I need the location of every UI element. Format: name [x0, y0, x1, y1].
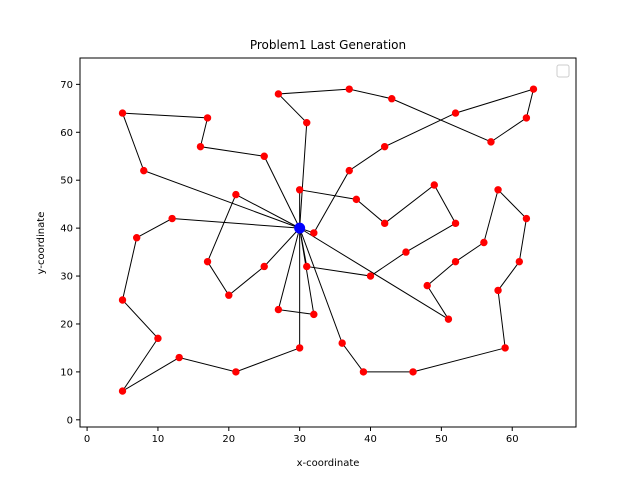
customer-point	[303, 262, 311, 271]
customer-point	[175, 353, 183, 362]
customer-point	[203, 114, 212, 122]
x-tick-label: 60	[506, 434, 519, 445]
customer-point	[515, 257, 524, 266]
customer-point	[295, 344, 304, 352]
customer-point	[380, 219, 389, 228]
x-tick-label: 10	[152, 434, 165, 445]
customer-point	[260, 152, 268, 160]
customer-point	[310, 229, 318, 237]
customer-point	[480, 238, 488, 247]
legend-box	[556, 64, 570, 78]
y-tick-label: 60	[60, 128, 73, 139]
chart-title: Problem1 Last Generation	[250, 38, 406, 52]
customer-point	[274, 305, 283, 314]
x-tick-label: 40	[364, 434, 377, 445]
customer-point	[118, 387, 127, 395]
x-tick-label: 50	[435, 434, 448, 445]
y-tick-label: 0	[67, 415, 73, 426]
customer-point	[154, 334, 162, 343]
route-line-5	[299, 188, 527, 373]
customer-point	[522, 114, 531, 122]
customer-point	[494, 286, 502, 295]
customer-point	[140, 166, 148, 175]
customer-point	[232, 190, 240, 199]
x-tick-label: 30	[293, 434, 306, 445]
route-line-6	[299, 184, 457, 277]
customer-point	[295, 186, 304, 194]
customer-point	[487, 138, 495, 146]
customer-point	[345, 85, 353, 93]
customer-point	[260, 262, 268, 271]
y-tick-label: 50	[60, 176, 73, 187]
route-line-3	[121, 218, 301, 392]
customer-point	[380, 142, 389, 151]
axes: 0 10 20 30 40 50 60 0 10 20 30 40 50 60 70	[60, 80, 518, 445]
x-tick-label: 20	[222, 434, 235, 445]
customer-point	[310, 310, 318, 319]
customer-point	[345, 166, 353, 175]
x-axis-label: x-coordinate	[297, 458, 360, 469]
customer-point	[225, 291, 233, 299]
route-line-4	[277, 227, 315, 315]
customer-point	[196, 142, 205, 151]
customer-point	[274, 90, 283, 98]
y-tick-label: 40	[60, 224, 73, 235]
x-tick-label: 0	[84, 434, 90, 445]
customer-point	[501, 344, 509, 352]
customer-point	[338, 339, 346, 347]
customer-point	[366, 272, 375, 280]
y-tick-label: 10	[60, 367, 73, 378]
customer-point	[303, 118, 311, 127]
customer-point	[430, 181, 438, 189]
plot-area	[118, 85, 538, 395]
axes-frame	[79, 57, 577, 428]
y-axis-label: y-coordinate	[36, 212, 47, 275]
customer-point	[494, 186, 502, 194]
y-tick-label: 70	[60, 80, 73, 91]
customer-point	[522, 214, 531, 223]
y-tick-label: 30	[60, 272, 73, 283]
customer-point	[388, 95, 396, 103]
customer-point	[529, 85, 538, 93]
customer-point	[118, 296, 127, 304]
customer-point	[451, 219, 460, 228]
customer-point	[444, 315, 453, 323]
customer-point	[132, 234, 141, 242]
customer-point	[409, 368, 417, 376]
depot-point	[294, 222, 306, 234]
route-line-1	[206, 193, 301, 296]
customer-point	[232, 368, 240, 376]
customer-point	[168, 214, 176, 223]
customer-point	[402, 248, 410, 256]
customer-point	[423, 281, 431, 290]
customer-point	[451, 257, 460, 266]
customer-point	[451, 109, 460, 117]
y-tick-label: 20	[60, 319, 73, 330]
customer-point	[352, 195, 361, 204]
customer-point	[203, 257, 212, 266]
customer-point	[118, 109, 127, 117]
customer-point	[359, 368, 368, 376]
